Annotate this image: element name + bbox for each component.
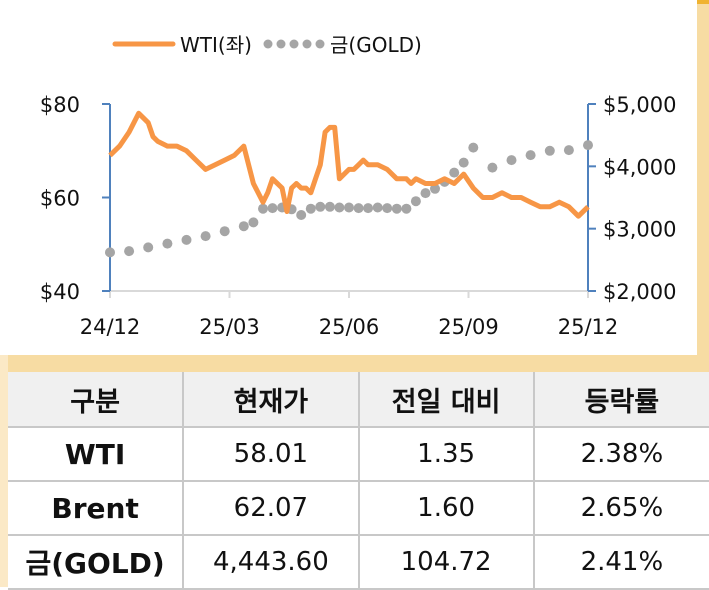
header-current-price: 현재가: [182, 372, 360, 428]
row-rate: 2.65%: [532, 480, 709, 536]
row-rate: 2.41%: [532, 534, 709, 590]
table-row: WTI 58.01 1.35 2.38%: [8, 426, 709, 482]
row-name: 금(GOLD): [8, 534, 185, 590]
price-table: 구분 현재가 전일 대비 등락률 WTI 58.01 1.35 2.38% Br…: [8, 372, 709, 590]
left-y-axis-ticks: $40 $60 $80: [40, 93, 110, 304]
svg-text:$2,000: $2,000: [603, 280, 676, 304]
row-change: 1.35: [357, 426, 535, 482]
svg-text:$60: $60: [40, 187, 80, 211]
decorative-border-right: [697, 0, 709, 372]
legend-wti-label: WTI(좌): [180, 33, 252, 57]
row-change: 1.60: [357, 480, 535, 536]
header-category: 구분: [8, 372, 185, 428]
row-price: 4,443.60: [182, 534, 360, 590]
svg-text:$5,000: $5,000: [603, 93, 676, 117]
row-name: WTI: [8, 426, 185, 482]
svg-text:24/12: 24/12: [80, 315, 141, 339]
decorative-border-bottom: [8, 355, 709, 372]
legend-gold-swatch: [263, 39, 325, 49]
svg-text:$4,000: $4,000: [603, 155, 676, 179]
header-change: 전일 대비: [357, 372, 535, 428]
price-chart: WTI(좌) 금(GOLD) 24/12 25/03 25/06 25/09 25/12…: [40, 33, 677, 339]
row-rate: 2.38%: [532, 426, 709, 482]
table-header-row: 구분 현재가 전일 대비 등락률: [8, 372, 709, 428]
legend: WTI(좌) 금(GOLD): [112, 33, 422, 57]
right-y-axis-ticks: $2,000 $3,000 $4,000 $5,000: [588, 93, 676, 304]
svg-text:$3,000: $3,000: [603, 218, 676, 242]
row-price: 58.01: [182, 426, 360, 482]
x-axis-ticks: 24/12 25/03 25/06 25/09 25/12: [80, 291, 619, 339]
table-row: Brent 62.07 1.60 2.65%: [8, 480, 709, 536]
svg-text:25/03: 25/03: [199, 315, 260, 339]
wti-series-line: [108, 110, 590, 219]
legend-gold-label: 금(GOLD): [330, 33, 422, 57]
svg-text:$80: $80: [40, 93, 80, 117]
row-name: Brent: [8, 480, 185, 536]
svg-text:25/12: 25/12: [558, 315, 619, 339]
table-row: 금(GOLD) 4,443.60 104.72 2.41%: [8, 534, 709, 590]
header-change-rate: 등락률: [532, 372, 709, 428]
decorative-border-accent: [697, 0, 709, 4]
row-price: 62.07: [182, 480, 360, 536]
decorative-border-left: [0, 355, 8, 587]
svg-text:25/06: 25/06: [319, 315, 380, 339]
svg-text:$40: $40: [40, 280, 80, 304]
row-change: 104.72: [357, 534, 535, 590]
svg-text:25/09: 25/09: [438, 315, 499, 339]
